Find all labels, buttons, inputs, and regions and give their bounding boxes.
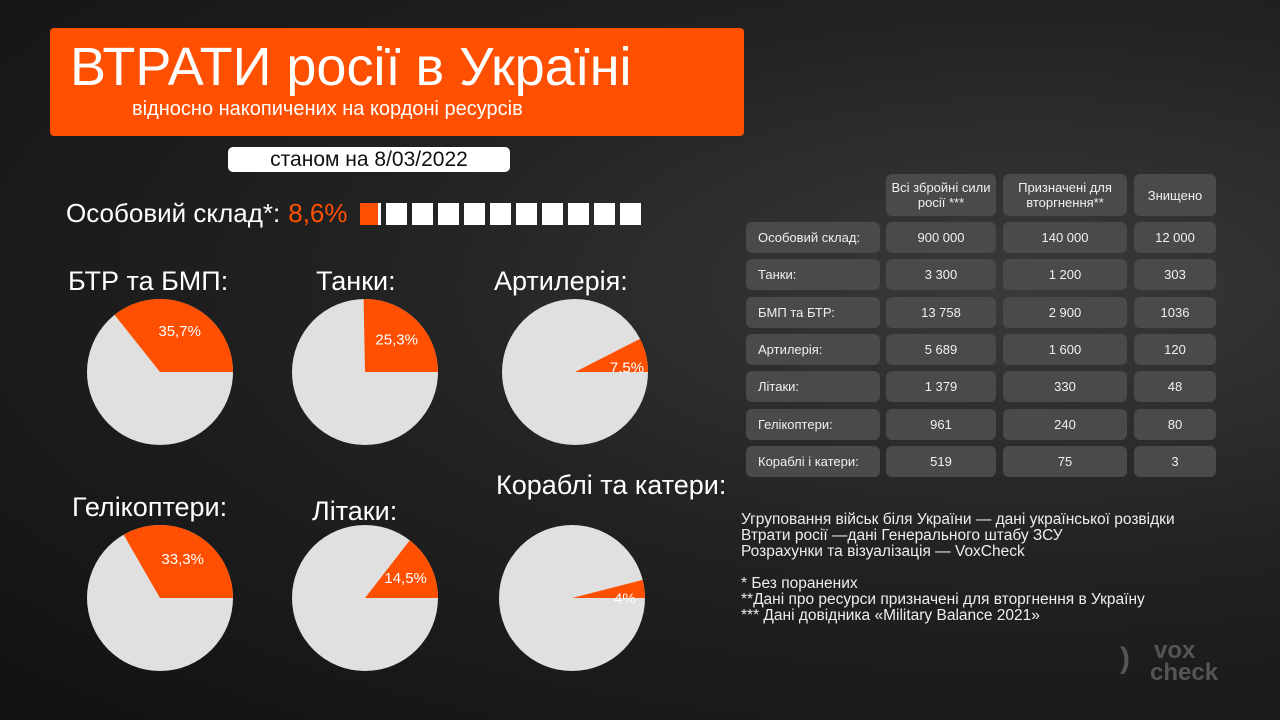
table-row-label: Кораблі і катери: (746, 445, 880, 477)
pie-slice (572, 579, 645, 598)
pie-slice (114, 299, 233, 372)
pie-percent-label: 7,5% (610, 359, 644, 376)
table-cell: 80 (1134, 408, 1216, 440)
table-cell: 2 900 (1003, 296, 1127, 328)
progress-square (489, 202, 511, 225)
progress-square (541, 202, 563, 225)
table-cell: 48 (1134, 371, 1216, 403)
table-cell: 3 300 (886, 259, 996, 291)
table-cell: 961 (886, 408, 996, 440)
footnote-line: Розрахунки та візуалізація — VoxCheck (741, 543, 1025, 560)
date-badge: станом на 8/03/2022 (228, 147, 510, 172)
table-row-label: Танки: (746, 259, 880, 291)
progress-square (437, 202, 459, 225)
table-cell: 900 000 (886, 222, 996, 253)
table-row-label: Особовий склад: (746, 222, 880, 253)
pie-charts: 35,7% 25,3% 7,5% 33,3% 14,5% 4% (87, 299, 648, 671)
progress-square (411, 202, 433, 225)
pie-title-tanks: Танки: (316, 266, 396, 296)
pie-percent-label: 35,7% (158, 323, 201, 340)
pie-title-ships: Кораблі та катери: (496, 470, 727, 500)
table-header: Знищено (1134, 174, 1216, 216)
progress-square (359, 202, 381, 225)
footnote-line: Угруповання військ біля України — дані у… (741, 511, 1175, 528)
footnote-line: **Дані про ресурси призначені для вторгн… (741, 591, 1145, 608)
table-cell: 1 600 (1003, 333, 1127, 365)
table-cell: 1 379 (886, 371, 996, 403)
progress-square (385, 202, 407, 225)
table-row-label: Літаки: (746, 371, 880, 403)
personnel-progress: Особовий склад*: 8,6% (66, 198, 641, 229)
pie-slice (365, 540, 438, 598)
progress-square (567, 202, 589, 225)
table-cell: 5 689 (886, 333, 996, 365)
voxcheck-logo: ) vox check (1120, 637, 1219, 686)
table-header: Призначені для вторгнення** (1003, 174, 1127, 216)
pie-title-planes: Літаки: (312, 496, 398, 526)
logo-text-1: vox (1154, 637, 1196, 664)
pie-percent-label: 33,3% (161, 551, 204, 568)
progress-squares (359, 202, 641, 225)
footnotes: Угруповання військ біля України — дані у… (741, 512, 1175, 624)
pie-slice (123, 525, 233, 598)
page-title: ВТРАТИ росії в Україні (70, 37, 632, 97)
table-cell: 120 (1134, 333, 1216, 365)
personnel-percent: 8,6% (288, 198, 348, 228)
table-cell: 3 (1134, 445, 1216, 477)
progress-square (619, 202, 641, 225)
footnote-line: * Без поранених (741, 575, 858, 592)
pie-percent-label: 14,5% (384, 570, 427, 587)
title-banner: ВТРАТИ росії в Україні відносно накопиче… (50, 28, 744, 136)
pie-title-btr: БТР та БМП: (68, 266, 229, 296)
table-cell: 303 (1134, 259, 1216, 291)
pie-percent-label: 25,3% (375, 332, 418, 349)
pie-slice (363, 299, 439, 372)
table-cell: 1036 (1134, 296, 1216, 328)
footnote-line: *** Дані довідника «Military Balance 202… (741, 607, 1040, 624)
progress-square (515, 202, 537, 225)
table-cell: 330 (1003, 371, 1127, 403)
pie-percent-label: 4% (614, 590, 636, 607)
table-header: Всі збройні сили росії *** (886, 174, 996, 216)
table-cell: 75 (1003, 445, 1127, 477)
table-row-label: БМП та БТР: (746, 296, 880, 328)
pie-title-artillery: Артилерія: (494, 266, 628, 296)
personnel-label: Особовий склад*: (66, 198, 281, 228)
pie-slice (575, 338, 648, 372)
page-subtitle: відносно накопичених на кордоні ресурсів (132, 98, 523, 120)
logo-text-2: check (1150, 659, 1219, 686)
footnote-line: Втрати росії —дані Генерального штабу ЗС… (741, 527, 1063, 544)
table-row-label: Гелікоптери: (746, 408, 880, 440)
table-cell: 140 000 (1003, 222, 1127, 253)
pie-title-helicopters: Гелікоптери: (72, 492, 228, 522)
table-cell: 519 (886, 445, 996, 477)
progress-square (593, 202, 615, 225)
progress-square (463, 202, 485, 225)
footnote-line (741, 560, 1175, 576)
table-row-label: Артилерія: (746, 333, 880, 365)
table-cell: 1 200 (1003, 259, 1127, 291)
table-cell: 12 000 (1134, 222, 1216, 253)
table-cell: 13 758 (886, 296, 996, 328)
table-cell: 240 (1003, 408, 1127, 440)
